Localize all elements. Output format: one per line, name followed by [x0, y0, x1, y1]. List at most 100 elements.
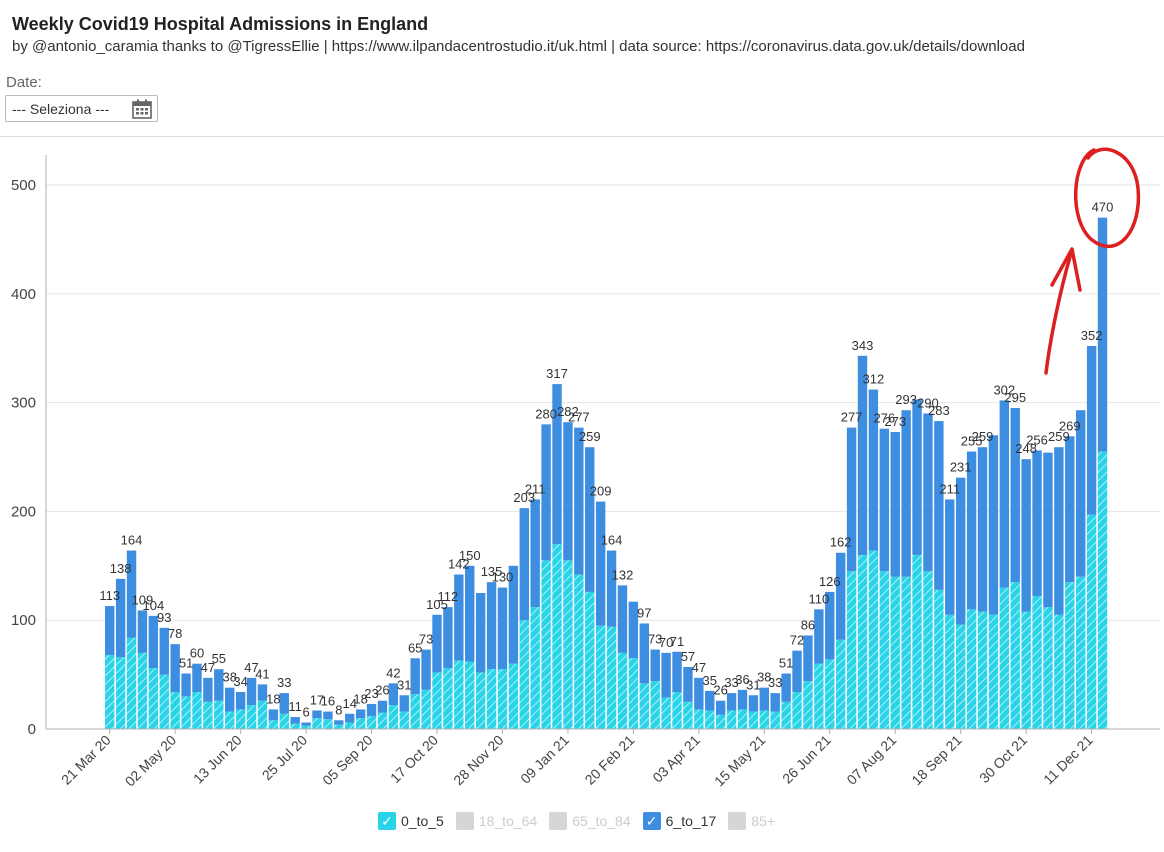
bar-0-to-5[interactable]	[126, 637, 137, 729]
bar-0-to-5[interactable]	[770, 711, 780, 729]
bar-6-to-17[interactable]	[388, 683, 399, 706]
bar-6-to-17[interactable]	[465, 565, 475, 662]
bar-0-to-5[interactable]	[421, 689, 431, 729]
bar-6-to-17[interactable]	[595, 501, 606, 626]
bar-6-to-17[interactable]	[530, 499, 540, 608]
bar-6-to-17[interactable]	[1010, 408, 1020, 583]
bar-0-to-5[interactable]	[595, 625, 606, 729]
bar-6-to-17[interactable]	[301, 722, 311, 726]
bar-6-to-17[interactable]	[257, 684, 268, 701]
bar-6-to-17[interactable]	[290, 717, 300, 724]
bar-6-to-17[interactable]	[137, 610, 148, 653]
bar-0-to-5[interactable]	[530, 607, 540, 729]
bar-0-to-5[interactable]	[115, 657, 126, 729]
bar-6-to-17[interactable]	[246, 677, 257, 706]
bar-0-to-5[interactable]	[694, 709, 704, 729]
bar-6-to-17[interactable]	[497, 587, 508, 670]
bar-0-to-5[interactable]	[846, 571, 857, 729]
bar-0-to-5[interactable]	[541, 560, 551, 729]
bar-6-to-17[interactable]	[966, 451, 977, 610]
bar-6-to-17[interactable]	[192, 663, 202, 693]
bar-6-to-17[interactable]	[203, 677, 213, 702]
legend-item-65-to-84[interactable]: 65_to_84	[549, 812, 631, 830]
legend-checkbox-6-to-17[interactable]: ✓	[642, 812, 661, 830]
bar-6-to-17[interactable]	[923, 413, 933, 572]
bar-6-to-17[interactable]	[661, 652, 671, 698]
bar-6-to-17[interactable]	[748, 695, 759, 712]
bar-6-to-17[interactable]	[105, 606, 115, 656]
bar-0-to-5[interactable]	[279, 713, 289, 729]
bar-0-to-5[interactable]	[312, 718, 322, 729]
bar-6-to-17[interactable]	[825, 591, 835, 660]
bar-6-to-17[interactable]	[737, 689, 748, 710]
bar-0-to-5[interactable]	[737, 709, 748, 729]
bar-0-to-5[interactable]	[977, 611, 988, 729]
bar-0-to-5[interactable]	[246, 705, 257, 729]
bar-6-to-17[interactable]	[235, 692, 246, 710]
bar-0-to-5[interactable]	[672, 692, 682, 729]
bar-0-to-5[interactable]	[301, 725, 311, 729]
bar-0-to-5[interactable]	[377, 712, 388, 729]
bar-0-to-5[interactable]	[465, 661, 475, 729]
legend-checkbox-0-to-5[interactable]: ✓	[378, 812, 396, 830]
bar-6-to-17[interactable]	[1086, 346, 1097, 515]
calendar-icon[interactable]	[132, 99, 152, 124]
bar-0-to-5[interactable]	[497, 669, 508, 729]
bar-0-to-5[interactable]	[683, 701, 693, 729]
bar-0-to-5[interactable]	[1075, 576, 1086, 729]
bar-0-to-5[interactable]	[214, 700, 224, 729]
bar-0-to-5[interactable]	[901, 576, 911, 729]
bar-0-to-5[interactable]	[1065, 582, 1075, 729]
bar-6-to-17[interactable]	[585, 447, 595, 592]
bar-6-to-17[interactable]	[508, 565, 519, 664]
legend-checkbox-65-to-84[interactable]	[549, 812, 568, 830]
bar-6-to-17[interactable]	[1075, 410, 1086, 577]
bar-6-to-17[interactable]	[868, 389, 879, 551]
bar-0-to-5[interactable]	[290, 723, 300, 729]
bar-0-to-5[interactable]	[235, 709, 246, 729]
bar-6-to-17[interactable]	[334, 720, 344, 725]
bar-6-to-17[interactable]	[792, 650, 802, 693]
bar-6-to-17[interactable]	[148, 615, 159, 669]
bar-0-to-5[interactable]	[148, 668, 159, 729]
bar-6-to-17[interactable]	[977, 447, 988, 612]
bar-6-to-17[interactable]	[1065, 436, 1075, 583]
bar-6-to-17[interactable]	[1043, 452, 1053, 608]
bar-6-to-17[interactable]	[988, 435, 999, 615]
bar-6-to-17[interactable]	[115, 578, 126, 658]
bar-0-to-5[interactable]	[1086, 514, 1097, 729]
bar-0-to-5[interactable]	[726, 710, 737, 729]
bar-6-to-17[interactable]	[1054, 447, 1064, 615]
bar-0-to-5[interactable]	[1043, 607, 1053, 729]
bar-6-to-17[interactable]	[955, 477, 966, 625]
bar-6-to-17[interactable]	[454, 574, 464, 661]
bar-0-to-5[interactable]	[574, 574, 584, 729]
bar-6-to-17[interactable]	[574, 427, 584, 575]
bar-0-to-5[interactable]	[945, 614, 955, 729]
bar-0-to-5[interactable]	[628, 658, 639, 729]
bar-6-to-17[interactable]	[781, 673, 791, 702]
bar-6-to-17[interactable]	[617, 585, 628, 653]
bar-6-to-17[interactable]	[814, 609, 824, 664]
bar-0-to-5[interactable]	[1032, 596, 1042, 729]
legend-checkbox-85-plus[interactable]	[728, 812, 747, 830]
legend-item-0-to-5[interactable]: ✓ 0_to_5	[378, 812, 444, 830]
bar-6-to-17[interactable]	[759, 687, 769, 711]
bar-6-to-17[interactable]	[1097, 217, 1108, 452]
bar-0-to-5[interactable]	[432, 672, 442, 729]
bar-0-to-5[interactable]	[890, 576, 900, 729]
bar-0-to-5[interactable]	[410, 694, 420, 729]
bar-0-to-5[interactable]	[105, 655, 115, 729]
bar-0-to-5[interactable]	[868, 550, 879, 729]
bar-0-to-5[interactable]	[661, 697, 671, 729]
bar-0-to-5[interactable]	[923, 571, 933, 729]
bar-6-to-17[interactable]	[1032, 450, 1042, 597]
bar-0-to-5[interactable]	[1010, 582, 1020, 729]
bar-0-to-5[interactable]	[1097, 451, 1108, 729]
bar-0-to-5[interactable]	[159, 674, 169, 729]
bar-6-to-17[interactable]	[934, 421, 944, 590]
bar-6-to-17[interactable]	[890, 431, 900, 577]
bar-6-to-17[interactable]	[857, 355, 868, 555]
bar-0-to-5[interactable]	[803, 681, 813, 729]
bar-0-to-5[interactable]	[508, 663, 519, 729]
